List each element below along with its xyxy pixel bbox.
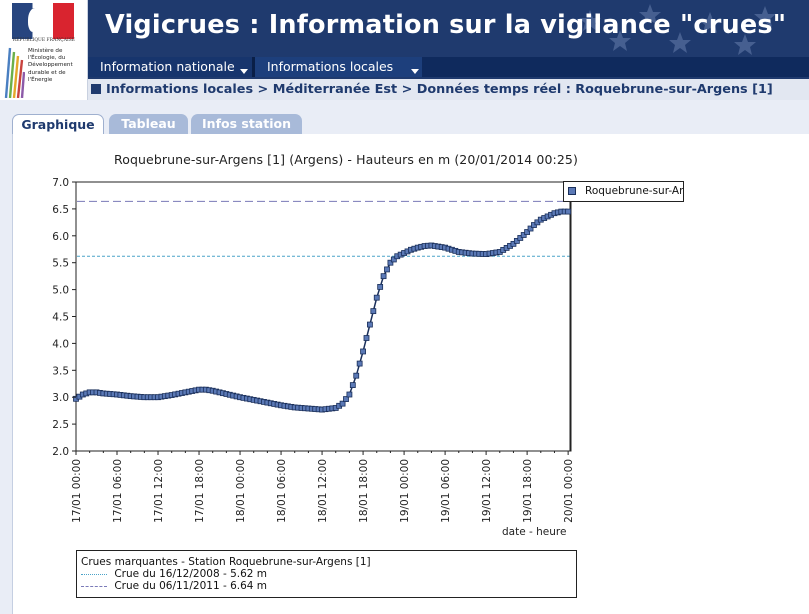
chart-title: Roquebrune-sur-Argens [1] (Argens) - Hau… [114,152,578,167]
republique-label: RÉPUBLIQUE FRANÇAISE [12,38,76,43]
x-tick-label: 19/01 06:00 [440,459,452,523]
ministry-label: Ministère de l'Écologie, du Développemen… [28,48,73,83]
breadcrumb: Informations locales > Méditerranée Est … [88,79,809,100]
y-tick-label: 6.5 [52,204,69,216]
series-point [565,208,572,215]
x-tick-label: 17/01 06:00 [112,459,124,523]
series-point [387,259,394,266]
series-point [360,348,366,355]
tab-graphique[interactable]: Graphique [12,114,104,135]
series-point [517,235,524,241]
legend-series-name: Roquebrune-sur-Ar [585,185,684,197]
y-tick-label: 3.5 [52,365,69,377]
x-axis-label: date - heure [502,526,567,538]
series-point [343,396,349,402]
series-point [353,372,360,379]
crue-2008-entry: Crue du 16/12/2008 - 5.62 m [81,568,576,580]
y-tick-label: 2.0 [52,446,69,458]
x-tick-label: 17/01 00:00 [71,459,83,523]
breadcrumb-text: Informations locales > Méditerranée Est … [106,82,773,97]
dotted-line-swatch [81,573,107,575]
y-tick-label: 7.0 [52,177,69,189]
crues-marquantes-box: Crues marquantes - Station Roquebrune-su… [76,550,577,598]
crue-2011-label: Crue du 06/11/2011 - 6.64 m [114,580,268,592]
chart-legend: Roquebrune-sur-Ar [563,181,684,202]
header: RÉPUBLIQUE FRANÇAISE Ministère de l'Écol… [0,0,809,100]
x-tick-label: 19/01 18:00 [522,459,534,523]
x-tick-label: 20/01 00:00 [563,459,575,523]
series-point [346,391,353,398]
y-tick-label: 4.0 [52,338,69,350]
plot-area [75,181,572,452]
x-tick-label: 18/01 00:00 [235,459,247,523]
crue-2008-label: Crue du 16/12/2008 - 5.62 m [114,568,268,580]
series-point [524,229,531,235]
series-point [373,294,380,301]
y-tick-label: 2.5 [52,419,69,431]
series-point [367,321,373,328]
x-tick-label: 17/01 18:00 [194,459,206,523]
nav-divider [252,57,255,77]
series-point [513,238,520,244]
main-nav: Information nationale Informations local… [88,57,809,77]
series-point [370,308,377,315]
x-tick-label: 17/01 12:00 [153,459,165,523]
x-tick-label: 18/01 18:00 [358,459,370,523]
y-tick-label: 3.0 [52,392,69,404]
marianne-icon [24,8,46,32]
series-point [377,284,384,290]
nav-item-informations-locales[interactable]: Informations locales [255,57,422,77]
nav-item-label: Information nationale [100,59,235,74]
ministry-stripes-icon [4,47,25,98]
y-tick-label: 5.5 [52,258,69,270]
tab-bar: Graphique Tableau Infos station [0,100,809,135]
x-tick-label: 19/01 12:00 [481,459,493,523]
y-tick-label: 4.5 [52,312,69,324]
series-point [349,382,356,388]
series-point [384,266,390,273]
series-point [510,240,517,247]
ministry-logo[interactable]: RÉPUBLIQUE FRANÇAISE Ministère de l'Écol… [0,0,88,100]
y-tick-label: 6.0 [52,231,69,243]
x-tick-label: 18/01 06:00 [276,459,288,523]
dashed-line-swatch [81,585,107,587]
series-point [520,232,527,238]
site-title: Vigicrues : Information sur la vigilance… [105,10,787,40]
stars-decoration [560,0,809,55]
series-point [339,400,346,407]
series-point [527,225,534,232]
x-tick-label: 18/01 12:00 [317,459,329,523]
crue-2011-entry: Crue du 06/11/2011 - 6.64 m [81,580,576,592]
square-bullet-icon [91,84,101,94]
series-point [380,273,387,280]
series-point [356,360,363,367]
x-tick-label: 19/01 00:00 [399,459,411,523]
series-point [390,256,397,263]
chevron-down-icon [411,69,419,74]
tab-tableau[interactable]: Tableau [109,114,188,135]
crues-marquantes-title: Crues marquantes - Station Roquebrune-su… [81,556,371,568]
tab-infos-station[interactable]: Infos station [191,114,302,135]
chevron-down-icon [240,69,248,74]
series-marker-icon [568,187,576,195]
nav-item-information-nationale[interactable]: Information nationale [88,57,252,77]
nav-item-label: Informations locales [267,59,394,74]
y-tick-label: 5.0 [52,285,69,297]
series-point [363,335,370,341]
